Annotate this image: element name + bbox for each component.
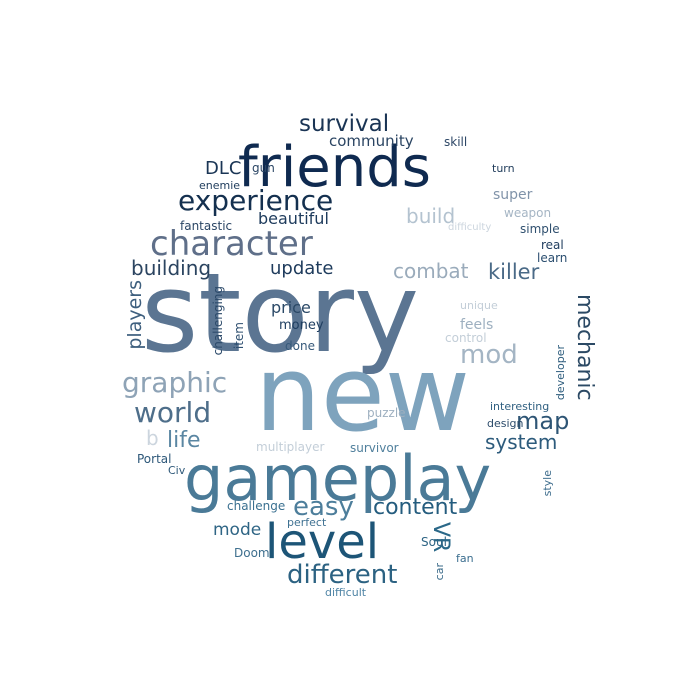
word-puzzle: puzzle xyxy=(367,406,406,420)
word-money: money xyxy=(279,318,324,333)
word-feels: feels xyxy=(460,317,494,333)
word-survivor: survivor xyxy=(350,441,399,455)
word-Doom: Doom xyxy=(234,546,270,560)
word-combat: combat xyxy=(393,259,469,283)
word-Portal: Portal xyxy=(137,452,172,466)
word-weapon: weapon xyxy=(504,206,552,220)
word-friends: friends xyxy=(238,135,431,200)
word-beautiful: beautiful xyxy=(258,209,329,228)
word-skill: skill xyxy=(444,135,468,149)
word-difficult: difficult xyxy=(325,586,367,599)
word-story: story xyxy=(141,249,420,377)
word-developer: developer xyxy=(554,345,567,401)
word-system: system xyxy=(485,430,558,454)
word-experience: experience xyxy=(178,184,334,217)
word-difficulty: difficulty xyxy=(448,222,492,233)
word-new: new xyxy=(255,333,470,455)
word-fan: fan xyxy=(456,552,474,565)
word-done: done xyxy=(285,339,315,353)
word-enemie: enemie xyxy=(199,179,241,192)
word-mode: mode xyxy=(213,520,262,540)
word-perfect: perfect xyxy=(287,516,327,529)
word-turn: turn xyxy=(492,162,515,175)
word-mod: mod xyxy=(460,340,518,370)
word-car: car xyxy=(433,563,446,581)
word-content: content xyxy=(373,495,458,520)
word-Civ: Civ xyxy=(168,464,186,477)
word-item: item xyxy=(232,322,246,350)
word-design: design xyxy=(487,417,524,430)
word-control: control xyxy=(445,331,487,345)
word-interesting: interesting xyxy=(490,400,550,413)
word-simple: simple xyxy=(520,222,560,236)
word-easy: easy xyxy=(293,492,354,522)
word-unique: unique xyxy=(460,299,498,312)
word-map: map xyxy=(516,407,570,435)
word-style: style xyxy=(541,470,554,497)
word-challenge: challenge xyxy=(227,499,286,513)
word-DLC: DLC xyxy=(205,158,242,179)
word-mechanic: mechanic xyxy=(572,294,597,401)
word-world: world xyxy=(134,396,212,429)
word-building: building xyxy=(131,256,212,280)
word-multiplayer: multiplayer xyxy=(256,440,325,454)
word-gun: gun xyxy=(252,161,275,175)
word-b: b xyxy=(146,426,159,450)
word-community: community xyxy=(329,132,414,150)
word-level: level xyxy=(265,514,380,570)
word-graphic: graphic xyxy=(122,366,228,399)
word-Soul: Soul xyxy=(421,535,447,549)
word-different: different xyxy=(287,560,398,590)
word-challenging: challenging xyxy=(211,286,225,356)
word-update: update xyxy=(270,258,334,279)
word-players: players xyxy=(124,280,146,350)
word-build: build xyxy=(406,204,456,228)
word-real: real xyxy=(541,238,564,252)
word-learn: learn xyxy=(537,251,568,265)
word-gameplay: gameplay xyxy=(184,442,492,515)
word-super: super xyxy=(493,187,533,203)
word-killer: killer xyxy=(488,260,540,284)
word-VR: VR xyxy=(428,522,453,553)
word-price: price xyxy=(271,298,311,317)
word-survival: survival xyxy=(299,111,390,137)
word-life: life xyxy=(167,428,201,453)
word-character: character xyxy=(150,224,313,264)
word-fantastic: fantastic xyxy=(180,219,233,233)
